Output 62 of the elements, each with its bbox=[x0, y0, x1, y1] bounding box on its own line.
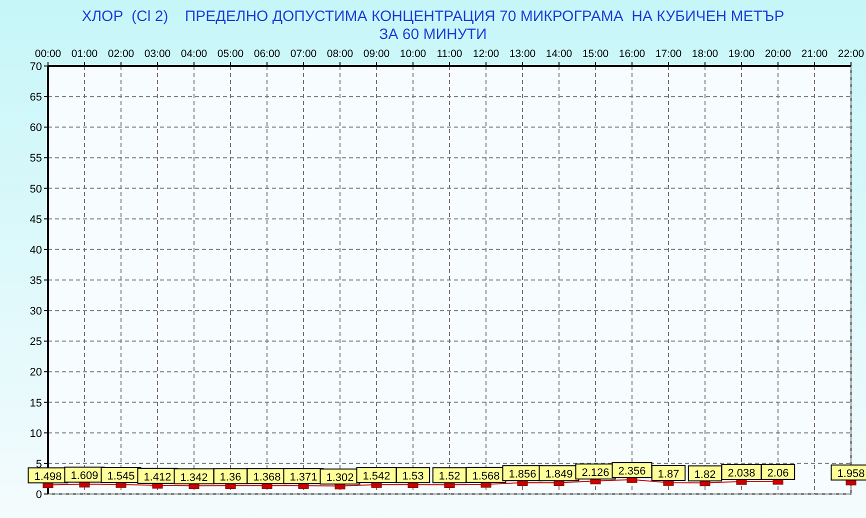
x-tick-label: 11:00 bbox=[436, 48, 462, 60]
data-label: 1.498 bbox=[34, 470, 62, 483]
x-tick-label: 03:00 bbox=[144, 48, 171, 60]
y-tick-label: 25 bbox=[30, 336, 42, 348]
y-tick-label: 50 bbox=[30, 183, 42, 196]
data-label: 1.545 bbox=[107, 470, 135, 483]
x-tick-label: 05:00 bbox=[217, 48, 244, 60]
y-tick-label: 30 bbox=[30, 306, 42, 318]
data-label: 1.302 bbox=[326, 472, 354, 484]
y-tick-label: 65 bbox=[30, 92, 42, 104]
data-label: 1.53 bbox=[402, 470, 424, 483]
x-tick-label: 02:00 bbox=[108, 48, 134, 60]
data-label: 1.36 bbox=[220, 472, 242, 484]
x-tick-label: 17:00 bbox=[655, 48, 682, 60]
data-label: 2.126 bbox=[582, 467, 610, 479]
data-label: 1.52 bbox=[438, 470, 460, 483]
data-label: 1.82 bbox=[694, 468, 716, 481]
y-tick-label: 20 bbox=[30, 366, 42, 379]
data-label: 1.542 bbox=[362, 470, 390, 483]
y-tick-label: 70 bbox=[30, 61, 42, 73]
x-tick-label: 00:00 bbox=[34, 48, 62, 60]
x-tick-label: 09:00 bbox=[363, 48, 390, 60]
data-label: 1.371 bbox=[290, 472, 318, 484]
data-label: 1.412 bbox=[144, 471, 172, 484]
x-tick-label: 14:00 bbox=[546, 48, 572, 60]
x-tick-label: 15:00 bbox=[582, 48, 609, 60]
y-tick-label: 60 bbox=[30, 122, 42, 134]
x-tick-label: 13:00 bbox=[509, 48, 536, 60]
y-tick-label: 35 bbox=[30, 275, 42, 287]
data-label: 2.356 bbox=[618, 466, 646, 478]
data-label: 1.849 bbox=[545, 468, 573, 481]
x-tick-label: 01:00 bbox=[71, 48, 98, 60]
y-tick-label: 5 bbox=[36, 458, 42, 470]
data-label: 2.06 bbox=[767, 467, 789, 480]
data-label: 1.856 bbox=[508, 468, 536, 481]
chart-title: ХЛОР (Cl 2) ПРЕДЕЛНО ДОПУСТИМА КОНЦЕНТРАЦИЯ 70 МИКРОГРАМА НА КУБИЧЕН МЕТЪР bbox=[82, 8, 784, 25]
data-label: 1.958 bbox=[837, 468, 865, 480]
x-tick-label: 22:00 bbox=[838, 48, 864, 60]
x-tick-label: 21:00 bbox=[801, 48, 828, 60]
chart-subtitle: ЗА 60 МИНУТИ bbox=[379, 26, 487, 43]
data-label: 1.87 bbox=[658, 468, 680, 481]
y-tick-label: 55 bbox=[30, 152, 42, 165]
x-tick-label: 12:00 bbox=[472, 48, 500, 60]
data-label: 1.568 bbox=[472, 470, 500, 482]
x-tick-label: 04:00 bbox=[180, 48, 208, 60]
y-tick-label: 45 bbox=[30, 214, 42, 226]
x-tick-label: 19:00 bbox=[728, 48, 755, 60]
y-tick-label: 10 bbox=[30, 428, 42, 440]
x-tick-label: 10:00 bbox=[400, 48, 426, 60]
y-tick-label: 40 bbox=[30, 244, 42, 256]
y-tick-label: 15 bbox=[30, 397, 42, 410]
x-tick-label: 18:00 bbox=[692, 48, 718, 60]
x-tick-label: 06:00 bbox=[254, 48, 280, 60]
x-tick-label: 07:00 bbox=[290, 48, 317, 60]
y-tick-label: 0 bbox=[36, 489, 42, 501]
x-tick-label: 08:00 bbox=[326, 48, 354, 60]
data-label: 1.609 bbox=[70, 470, 98, 482]
data-label: 1.368 bbox=[253, 472, 281, 484]
data-label: 2.038 bbox=[728, 468, 756, 480]
x-tick-label: 20:00 bbox=[764, 48, 792, 60]
x-tick-label: 16:00 bbox=[618, 48, 646, 60]
data-label: 1.342 bbox=[180, 472, 208, 484]
